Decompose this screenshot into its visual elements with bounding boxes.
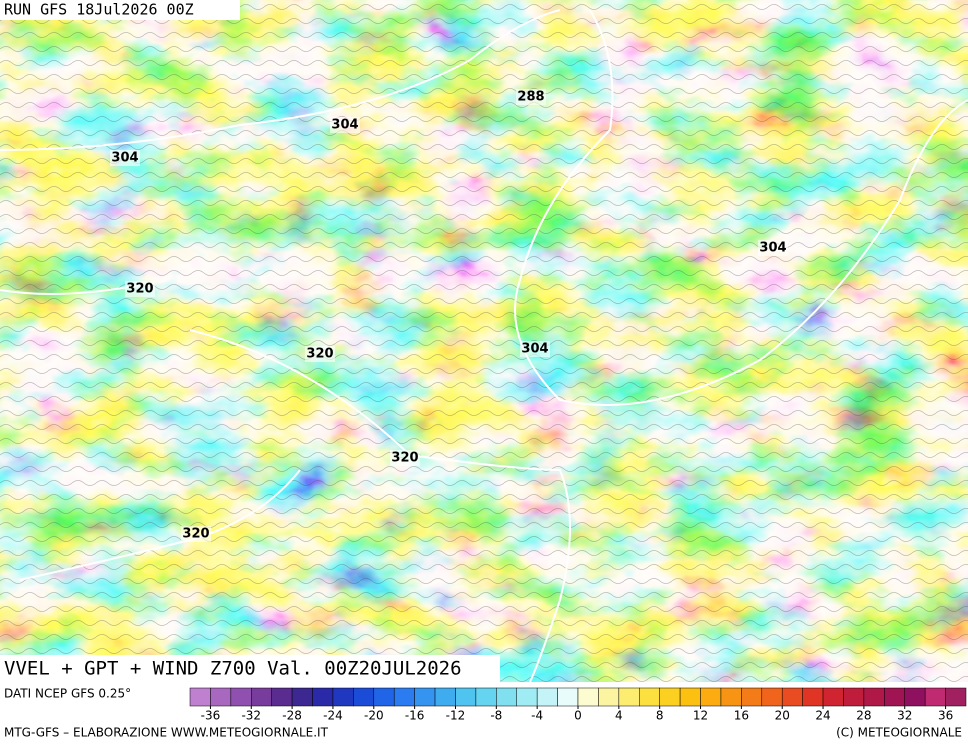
- contour-label: 304: [521, 342, 548, 357]
- colorbar-tick-label: 36: [938, 709, 953, 723]
- contour-label-bg: [181, 526, 211, 542]
- colorbar-swatch: [353, 687, 375, 707]
- contour-label-bg: [520, 341, 550, 357]
- contour-label: 304: [111, 151, 138, 166]
- colorbar-tick-label: 8: [656, 709, 664, 723]
- colorbar-swatch: [496, 687, 517, 707]
- colorbar-swatch: [291, 687, 313, 707]
- contour-label-bg: [758, 240, 788, 256]
- colorbar-swatch: [802, 687, 824, 707]
- footer-left: MTG-GFS – ELABORAZIONE WWW.METEOGIORNALE…: [4, 726, 329, 740]
- title-box: [0, 655, 500, 682]
- colorbar-swatch: [659, 687, 681, 707]
- contour-label-bg: [516, 89, 546, 105]
- contour-label: 304: [331, 118, 358, 133]
- run-box: [0, 0, 240, 20]
- colorbar-tick-label: 20: [775, 709, 790, 723]
- contour-label: 320: [306, 347, 333, 362]
- colorbar-tick-label: -8: [490, 709, 502, 723]
- contour-labels: 304 288 304 320 304 320 304 320 320: [110, 89, 788, 542]
- colorbar-tick-label: -24: [323, 709, 343, 723]
- colorbar-tick-label: -4: [531, 709, 543, 723]
- colorbar-swatch: [700, 687, 722, 707]
- colorbar-swatch: [536, 687, 558, 707]
- colorbar-swatch: [557, 687, 579, 707]
- colorbar-swatch: [720, 687, 742, 707]
- colorbar-tick-label: -16: [405, 709, 425, 723]
- colorbar-tick-label: -32: [241, 709, 261, 723]
- colorbar: -36 -32 -28 -24 -20 -16 -12 -8 -4 0 4 8 12 16 20 24 28 32…: [189, 687, 967, 723]
- footer-right: (C) METEOGIORNALE: [836, 726, 962, 740]
- colorbar-swatch: [924, 687, 946, 707]
- contour-label-bg: [305, 346, 335, 362]
- map-title: VVEL + GPT + WIND Z700 Val. 00Z20JUL2026: [4, 658, 462, 680]
- colorbar-swatch: [945, 687, 967, 707]
- colorbar-swatch: [639, 687, 660, 707]
- colorbar-swatch: [475, 687, 497, 707]
- colorbar-tick-label: 32: [897, 709, 912, 723]
- colorbar-swatch: [393, 687, 415, 707]
- colorbar-swatch: [822, 687, 844, 707]
- contour-label: 304: [759, 241, 786, 256]
- contour-label-bg: [125, 281, 155, 297]
- colorbar-swatch: [577, 687, 599, 707]
- colorbar-tick-label: 0: [574, 709, 582, 723]
- colorbar-tick-label: 16: [734, 709, 749, 723]
- colorbar-tick-label: -20: [364, 709, 384, 723]
- contour-label-bg: [330, 117, 360, 133]
- colorbar-swatch: [884, 687, 905, 707]
- colorbar-swatch: [312, 687, 334, 707]
- contour-label: 320: [391, 451, 418, 466]
- colorbar-swatch: [618, 687, 640, 707]
- contour-label: 320: [182, 527, 209, 542]
- colorbar-tick-label: -28: [282, 709, 302, 723]
- contour-label: 320: [126, 282, 153, 297]
- colorbar-swatch: [761, 687, 783, 707]
- colorbar-tick-label: 24: [815, 709, 830, 723]
- colorbar-tick-label: -12: [446, 709, 466, 723]
- colorbar-swatch: [271, 687, 293, 707]
- map: [0, 0, 968, 683]
- colorbar-swatch: [251, 687, 272, 707]
- colorbar-swatch: [332, 687, 354, 707]
- colorbar-tick-label: -36: [201, 709, 221, 723]
- colorbar-swatch: [843, 687, 865, 707]
- colorbar-swatch: [414, 687, 436, 707]
- contours: [0, 9, 968, 683]
- colorbar-tick-label: 4: [615, 709, 623, 723]
- colorbar-swatch: [516, 687, 538, 707]
- colorbar-swatch: [904, 687, 926, 707]
- colorbar-swatch: [781, 687, 803, 707]
- colorbar-swatch: [210, 687, 232, 707]
- colorbar-swatch: [741, 687, 763, 707]
- source-label: DATI NCEP GFS 0.25°: [4, 687, 131, 701]
- colorbar-tick-label: 28: [856, 709, 871, 723]
- contour-label-bg: [110, 150, 140, 166]
- colorbar-swatch: [455, 687, 477, 707]
- colorbar-swatch: [189, 687, 211, 707]
- contour-label-bg: [390, 450, 420, 466]
- contour-label: 288: [517, 90, 544, 105]
- colorbar-swatch: [373, 687, 395, 707]
- colorbar-swatch: [863, 687, 885, 707]
- colorbar-swatch: [230, 687, 252, 707]
- colorbar-tick-label: 12: [693, 709, 708, 723]
- colorbar-swatch: [598, 687, 620, 707]
- colorbar-swatch: [434, 687, 456, 707]
- colorbar-swatch: [679, 687, 701, 707]
- run-label: RUN GFS 18Jul2026 00Z: [4, 1, 194, 19]
